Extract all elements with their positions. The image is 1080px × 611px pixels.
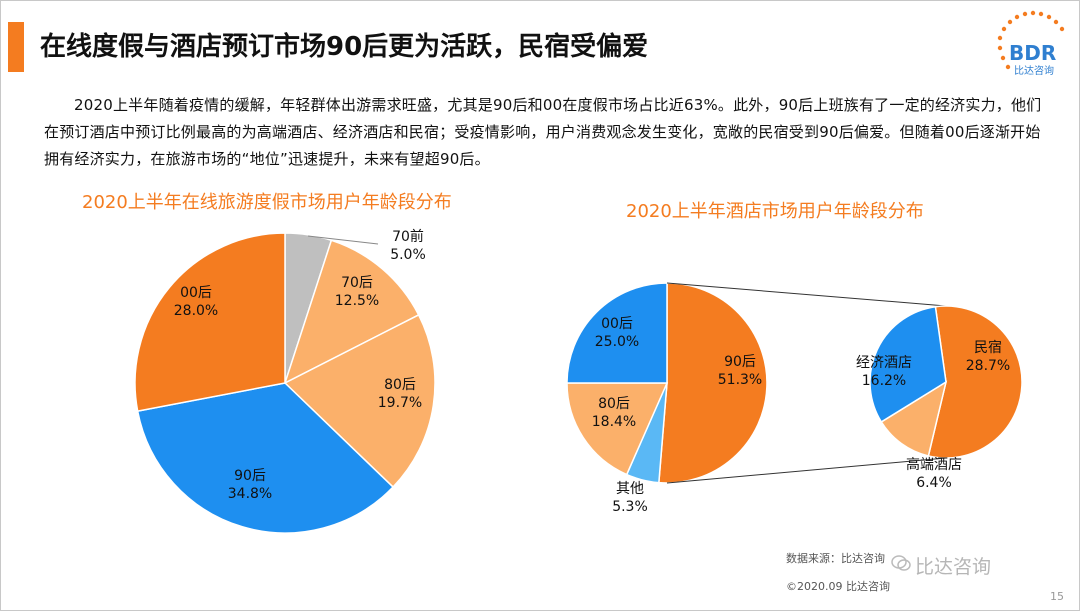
- leisure-slice-1: [283, 239, 420, 385]
- wechat-icon: [891, 555, 911, 571]
- pie-hotel-breakdown: [869, 305, 1023, 459]
- bdr-logo: BDR 比达咨询: [997, 10, 1065, 77]
- leisure-label-0: 70前 5.0%: [390, 228, 426, 263]
- leisure-label-1: 70后 12.5%: [335, 275, 379, 309]
- connector-top: [666, 282, 947, 307]
- hotel-slice-2: [566, 382, 669, 476]
- logo-brand: BDR: [1009, 41, 1056, 65]
- breakdown-slice-1: [880, 380, 948, 457]
- chart-title-leisure: 2020上半年在线旅游度假市场用户年龄段分布: [82, 192, 452, 213]
- hotel-label-3: 00后 25.0%: [595, 316, 639, 350]
- breakdown-slice-0: [927, 305, 1023, 459]
- leisure-label-3: 90后 34.8%: [228, 468, 272, 502]
- hotel-slice-3: [566, 282, 668, 384]
- leisure-slice-4: [134, 232, 286, 412]
- breakdown-connectors: [666, 282, 947, 484]
- breakdown-label-0: 民宿 28.7%: [966, 339, 1010, 374]
- connector-bottom: [666, 457, 947, 484]
- pie-leisure: [134, 232, 436, 534]
- leisure-label-4: 00后 28.0%: [174, 285, 218, 319]
- copyright: ©2020.09 比达咨询: [786, 580, 890, 593]
- hotel-label-2: 80后 18.4%: [592, 396, 636, 430]
- chart-labels: 70前 5.0% 70后 12.5% 80后 19.7% 90后 34.8% 00后 28.0% 9…: [174, 228, 1010, 515]
- breakdown-slice-2: [869, 305, 947, 423]
- hotel-slice-0: [658, 282, 768, 484]
- chart-title-hotel: 2020上半年酒店市场用户年龄段分布: [626, 201, 924, 222]
- leisure-slice-3: [136, 382, 395, 534]
- breakdown-label-1: 高端酒店 6.4%: [906, 456, 962, 491]
- logo-sub: 比达咨询: [1014, 64, 1054, 77]
- data-source: 数据来源：比达咨询: [786, 552, 885, 565]
- page-number: 15: [1050, 590, 1064, 603]
- intro-paragraph: 2020上半年随着疫情的缓解，年轻群体出游需求旺盛，尤其是90后和00在度假市场…: [44, 96, 1042, 168]
- watermark: 比达咨询: [915, 556, 992, 578]
- pie-hotel: [566, 282, 768, 484]
- breakdown-label-2: 经济酒店 16.2%: [856, 355, 912, 389]
- leisure-leader-line: [307, 235, 379, 245]
- page-title: 在线度假与酒店预订市场90后更为活跃，民宿受偏爱: [40, 32, 649, 62]
- leisure-slice-2: [283, 313, 436, 489]
- hotel-label-1: 其他 5.3%: [612, 481, 648, 515]
- logo-dots: [997, 10, 1065, 70]
- leisure-label-2: 80后 19.7%: [378, 377, 422, 411]
- hotel-label-0: 90后 51.3%: [718, 354, 762, 388]
- title-accent-bar: [8, 22, 24, 72]
